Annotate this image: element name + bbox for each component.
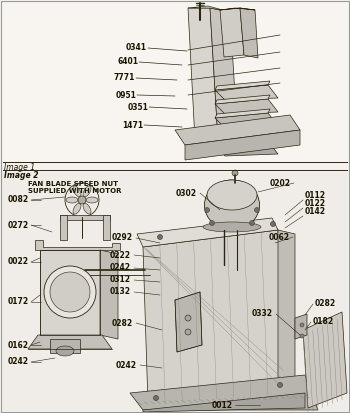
- Text: 0162: 0162: [8, 340, 29, 349]
- Polygon shape: [103, 215, 110, 240]
- Text: 0182: 0182: [313, 318, 334, 327]
- Polygon shape: [143, 230, 285, 405]
- Text: 0172: 0172: [8, 297, 29, 306]
- Circle shape: [158, 235, 162, 240]
- Polygon shape: [215, 99, 278, 114]
- Polygon shape: [295, 314, 307, 339]
- Polygon shape: [215, 127, 278, 142]
- Text: 0142: 0142: [305, 207, 326, 216]
- Polygon shape: [303, 312, 347, 408]
- Polygon shape: [60, 215, 110, 220]
- Text: 0202: 0202: [270, 178, 291, 188]
- Text: 0082: 0082: [8, 195, 29, 204]
- Polygon shape: [137, 218, 278, 247]
- Ellipse shape: [207, 180, 257, 210]
- Circle shape: [250, 221, 254, 225]
- Polygon shape: [215, 141, 278, 156]
- Circle shape: [50, 272, 90, 312]
- Polygon shape: [215, 95, 270, 104]
- Polygon shape: [220, 8, 244, 57]
- Text: 0242: 0242: [8, 358, 29, 366]
- Polygon shape: [215, 113, 278, 128]
- Text: 0282: 0282: [112, 318, 133, 328]
- Polygon shape: [28, 335, 112, 349]
- Polygon shape: [188, 8, 218, 140]
- Text: 0351: 0351: [127, 102, 148, 112]
- Polygon shape: [215, 123, 270, 132]
- Polygon shape: [175, 115, 300, 145]
- Circle shape: [300, 334, 304, 338]
- Circle shape: [254, 207, 259, 213]
- Text: 0132: 0132: [110, 287, 131, 297]
- Text: 0312: 0312: [110, 275, 131, 285]
- Polygon shape: [143, 393, 305, 412]
- Polygon shape: [175, 292, 202, 352]
- Bar: [2, 2, 348, 162]
- Ellipse shape: [204, 180, 259, 230]
- Polygon shape: [215, 137, 270, 146]
- Polygon shape: [215, 81, 270, 90]
- Polygon shape: [185, 130, 300, 160]
- Polygon shape: [100, 250, 118, 339]
- Text: 0292: 0292: [112, 233, 133, 242]
- Text: 0332: 0332: [252, 309, 273, 318]
- Polygon shape: [220, 8, 255, 10]
- Circle shape: [210, 221, 215, 225]
- Polygon shape: [215, 109, 270, 118]
- Text: 0242: 0242: [110, 263, 131, 273]
- Ellipse shape: [83, 203, 91, 214]
- Ellipse shape: [73, 186, 81, 197]
- Polygon shape: [40, 250, 100, 335]
- Circle shape: [185, 315, 191, 321]
- Text: 0122: 0122: [305, 199, 326, 209]
- Text: 0022: 0022: [8, 257, 29, 266]
- Polygon shape: [130, 375, 318, 410]
- Ellipse shape: [66, 197, 78, 203]
- Text: Image 1: Image 1: [4, 163, 35, 172]
- Circle shape: [300, 323, 304, 327]
- Text: 0222: 0222: [110, 251, 131, 259]
- Polygon shape: [188, 6, 230, 12]
- Text: 0112: 0112: [305, 192, 326, 200]
- Text: 0272: 0272: [8, 221, 29, 230]
- Text: 0282: 0282: [315, 299, 336, 309]
- Polygon shape: [50, 339, 80, 353]
- Text: Image 2: Image 2: [4, 171, 38, 180]
- Ellipse shape: [86, 197, 98, 203]
- Polygon shape: [60, 215, 67, 240]
- Text: 0012: 0012: [212, 401, 233, 410]
- Text: 0062: 0062: [269, 233, 290, 242]
- Circle shape: [78, 196, 86, 204]
- Ellipse shape: [203, 222, 261, 232]
- Circle shape: [154, 396, 159, 401]
- Bar: [2, 172, 348, 411]
- Text: 7771: 7771: [114, 74, 135, 83]
- Circle shape: [44, 266, 96, 318]
- Text: 0341: 0341: [126, 43, 147, 52]
- Polygon shape: [240, 8, 258, 58]
- Circle shape: [232, 170, 238, 176]
- Polygon shape: [215, 85, 278, 100]
- Text: FAN BLADE SPEED NUT
SUPPLIED WITH MOTOR: FAN BLADE SPEED NUT SUPPLIED WITH MOTOR: [28, 181, 121, 194]
- Text: 6401: 6401: [117, 57, 138, 66]
- Ellipse shape: [73, 203, 81, 214]
- Polygon shape: [35, 240, 120, 250]
- Circle shape: [278, 382, 282, 387]
- Text: 1471: 1471: [122, 121, 143, 130]
- Text: 0951: 0951: [115, 90, 136, 100]
- Ellipse shape: [56, 346, 74, 356]
- Text: 0302: 0302: [176, 188, 197, 197]
- Polygon shape: [278, 230, 295, 393]
- Circle shape: [204, 207, 210, 213]
- Ellipse shape: [83, 186, 91, 197]
- Text: 0242: 0242: [116, 361, 137, 370]
- Circle shape: [271, 221, 275, 226]
- Polygon shape: [210, 8, 238, 145]
- Circle shape: [185, 329, 191, 335]
